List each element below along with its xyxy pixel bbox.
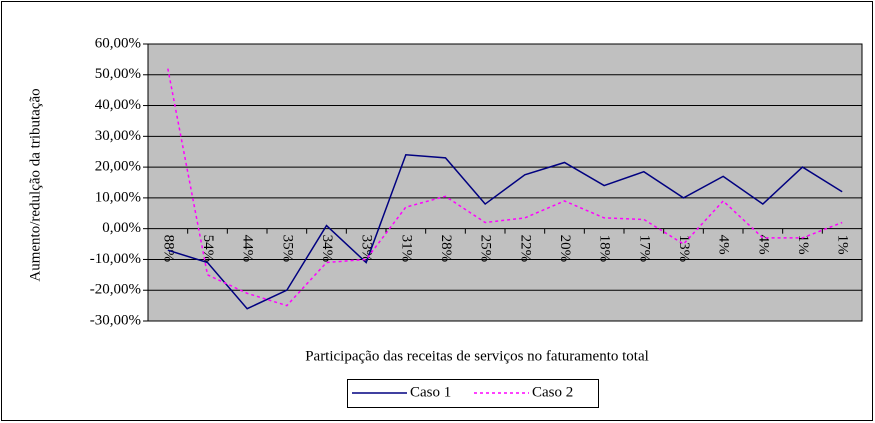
x-tick-label: 18% xyxy=(597,235,613,263)
series-line xyxy=(167,68,843,307)
x-tick-label: 13% xyxy=(676,235,692,263)
y-tick-label: 60,00% xyxy=(95,35,141,51)
x-tick-label: 44% xyxy=(240,235,256,263)
y-axis-title: Aumento/redulção da tributação xyxy=(27,88,43,281)
y-tick-label: 40,00% xyxy=(95,97,141,113)
y-tick-label: 20,00% xyxy=(95,159,141,175)
x-axis-title: Participação das receitas de serviços no… xyxy=(305,348,649,364)
y-tick-label: -30,00% xyxy=(90,312,141,328)
y-tick-label: 0,00% xyxy=(102,220,141,236)
x-tick-label: 34% xyxy=(319,235,335,263)
x-tick-label: 33% xyxy=(359,235,375,263)
y-tick-label: 10,00% xyxy=(95,189,141,205)
x-tick-label: 4% xyxy=(755,235,771,255)
x-tick-label: 4% xyxy=(716,235,732,255)
series-line xyxy=(167,154,843,310)
plot-area xyxy=(147,43,863,322)
x-tick-label: 1% xyxy=(835,235,851,255)
x-tick-label: 54% xyxy=(200,235,216,263)
x-tick-label: 1% xyxy=(795,235,811,255)
legend-label: Caso 2 xyxy=(532,384,573,400)
legend-label: Caso 1 xyxy=(410,384,451,400)
x-tick-label: 35% xyxy=(279,235,295,263)
x-tick-label: 28% xyxy=(438,235,454,263)
y-tick-label: -10,00% xyxy=(90,251,141,267)
x-tick-label: 88% xyxy=(160,235,176,263)
x-tick-label: 31% xyxy=(398,235,414,263)
y-tick-label: 30,00% xyxy=(95,128,141,144)
x-tick-label: 25% xyxy=(478,235,494,263)
y-tick-label: 50,00% xyxy=(95,66,141,82)
x-tick-label: 20% xyxy=(557,235,573,263)
x-tick-label: 22% xyxy=(517,235,533,263)
y-tick-label: -20,00% xyxy=(90,282,141,298)
x-tick-label: 17% xyxy=(636,235,652,263)
